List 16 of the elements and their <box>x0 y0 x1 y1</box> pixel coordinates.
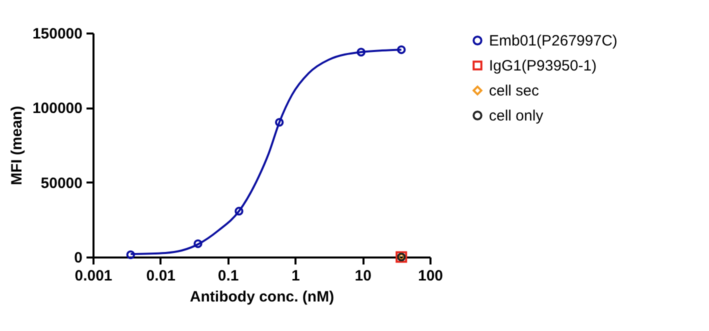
legend-label: cell only <box>489 108 544 124</box>
x-tick-label: 100 <box>418 268 444 284</box>
y-tick-label: 150000 <box>32 26 82 42</box>
x-tick-label: 0.001 <box>74 268 112 284</box>
x-tick-label: 0.01 <box>146 268 176 284</box>
legend-label: IgG1(P93950-1) <box>489 58 597 74</box>
y-tick-label: 100000 <box>32 100 82 118</box>
y-tick-label: 0 <box>74 250 82 266</box>
x-tick-label: 0.1 <box>218 268 239 284</box>
x-axis-title: Antibody conc. (nM) <box>190 288 334 306</box>
legend-label: Emb01(P267997C) <box>489 32 618 50</box>
x-tick-label: 1 <box>292 268 300 284</box>
y-tick-label: 50000 <box>40 174 82 192</box>
legend-label: cell sec <box>489 82 540 100</box>
x-tick-label: 10 <box>354 268 372 284</box>
y-axis-title: MFI (mean) <box>8 106 26 186</box>
